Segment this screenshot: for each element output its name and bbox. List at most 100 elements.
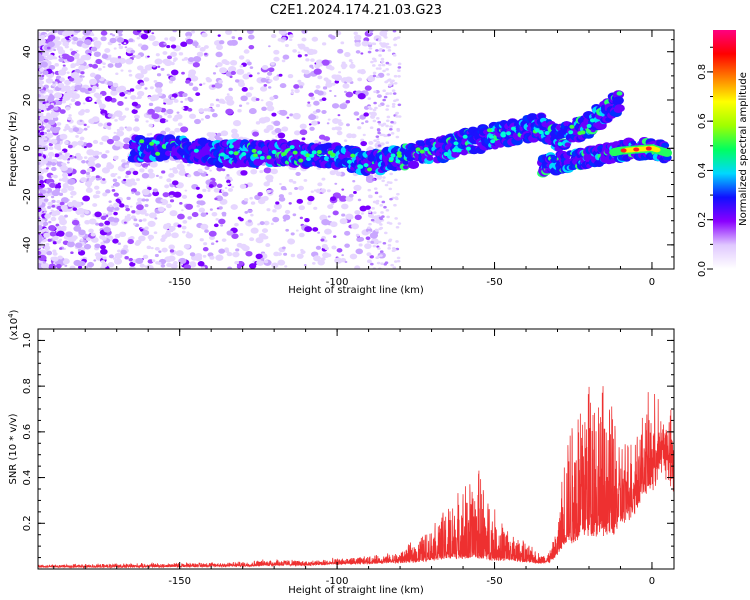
noise-speckle	[139, 228, 144, 232]
noise-speckle	[384, 183, 389, 187]
x-tick-label: -50	[486, 277, 502, 288]
noise-speckle	[329, 89, 332, 92]
noise-speckle	[397, 75, 401, 78]
noise-speckle	[181, 230, 186, 234]
noise-speckle	[239, 183, 247, 189]
noise-speckle	[114, 252, 123, 259]
noise-speckle	[385, 68, 389, 71]
noise-speckle	[266, 105, 275, 112]
noise-speckle	[129, 266, 136, 269]
noise-speckle	[238, 104, 243, 108]
noise-speckle	[292, 49, 297, 53]
noise-speckle	[304, 217, 310, 223]
noise-speckle	[273, 203, 282, 210]
noise-speckle	[38, 46, 41, 49]
noise-speckle	[57, 82, 65, 88]
noise-speckle	[257, 198, 266, 205]
noise-speckle	[198, 108, 205, 113]
noise-speckle	[219, 67, 228, 74]
noise-speckle	[83, 146, 87, 149]
noise-speckle	[140, 44, 149, 51]
noise-speckle	[357, 93, 366, 100]
noise-speckle	[232, 251, 240, 258]
noise-speckle	[345, 91, 354, 98]
noise-speckle	[290, 89, 294, 92]
noise-speckle	[243, 73, 250, 79]
noise-speckle	[366, 259, 372, 264]
noise-speckle	[46, 46, 51, 50]
noise-speckle	[198, 207, 206, 213]
noise-speckle	[296, 253, 304, 259]
bright-spot	[289, 145, 295, 150]
y-tick-label: 0.8	[22, 378, 33, 394]
noise-speckle	[132, 126, 140, 132]
noise-speckle	[333, 74, 343, 81]
noise-speckle	[95, 194, 100, 198]
noise-speckle	[355, 248, 364, 255]
noise-speckle	[232, 120, 242, 127]
noise-speckle	[299, 85, 304, 89]
noise-speckle	[98, 103, 106, 109]
noise-speckle	[48, 158, 52, 162]
noise-speckle	[162, 58, 170, 65]
noise-speckle	[378, 54, 382, 57]
noise-speckle	[373, 90, 377, 94]
noise-speckle	[326, 253, 332, 258]
noise-speckle	[136, 65, 144, 71]
noise-speckle	[80, 54, 88, 61]
noise-speckle	[106, 138, 114, 145]
bright-spot	[154, 140, 160, 145]
noise-speckle	[131, 210, 136, 214]
noise-speckle	[277, 132, 286, 139]
noise-speckle	[151, 32, 155, 35]
noise-speckle	[200, 201, 206, 205]
noise-speckle	[379, 223, 383, 226]
noise-speckle	[208, 184, 214, 188]
bright-spot	[292, 150, 298, 155]
noise-speckle	[93, 259, 97, 262]
colorbar-scale	[713, 30, 736, 269]
noise-speckle	[235, 248, 240, 252]
noise-speckle	[371, 207, 375, 210]
noise-speckle	[48, 135, 52, 138]
noise-speckle	[339, 103, 348, 110]
noise-speckle	[224, 186, 228, 189]
noise-speckle	[38, 93, 41, 98]
noise-speckle	[391, 89, 396, 92]
noise-speckle	[95, 175, 100, 179]
noise-speckle	[386, 115, 391, 119]
noise-speckle	[112, 34, 116, 37]
noise-speckle	[340, 41, 345, 45]
noise-speckle	[181, 106, 185, 110]
noise-speckle	[376, 140, 381, 144]
noise-speckle	[202, 254, 207, 258]
noise-speckle	[108, 254, 114, 259]
colorbar-tick-label: 0.8	[697, 64, 708, 80]
noise-speckle	[335, 171, 342, 177]
noise-speckle	[326, 189, 331, 193]
noise-speckle	[278, 73, 283, 77]
noise-speckle	[339, 218, 348, 225]
noise-speckle	[201, 32, 208, 38]
spectral-blob	[402, 160, 409, 165]
noise-speckle	[58, 178, 63, 182]
noise-speckle	[273, 49, 280, 55]
spectral-blob	[426, 155, 434, 161]
noise-speckle	[263, 84, 268, 87]
bright-spot	[586, 123, 592, 128]
noise-speckle	[360, 69, 366, 73]
noise-speckle	[231, 132, 240, 139]
noise-speckle	[173, 191, 182, 198]
noise-speckle	[382, 89, 386, 93]
noise-speckle	[378, 227, 382, 231]
noise-speckle	[365, 120, 369, 123]
bright-spot	[219, 152, 225, 157]
noise-speckle	[255, 97, 260, 101]
noise-speckle	[257, 223, 261, 226]
noise-speckle	[124, 215, 128, 219]
noise-speckle	[239, 243, 247, 250]
noise-speckle	[164, 184, 170, 189]
noise-speckle	[322, 86, 328, 90]
noise-speckle	[138, 235, 146, 242]
